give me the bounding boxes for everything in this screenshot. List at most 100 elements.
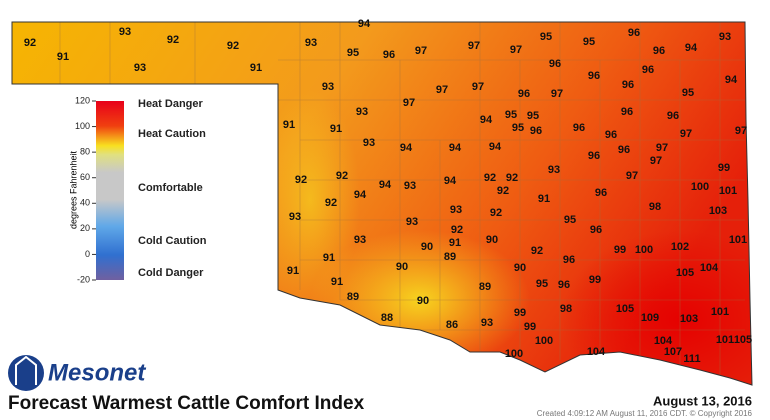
station-value: 91 [250, 62, 262, 74]
station-value: 96 [558, 279, 570, 291]
station-value: 97 [551, 88, 563, 100]
station-value: 91 [323, 252, 335, 264]
forecast-date: August 13, 2016 [653, 393, 752, 408]
station-value: 99 [589, 274, 601, 286]
station-value: 100 [535, 335, 553, 347]
station-value: 96 [628, 27, 640, 39]
station-value: 92 [497, 185, 509, 197]
station-value: 97 [436, 84, 448, 96]
station-value: 92 [325, 197, 337, 209]
station-value: 95 [583, 36, 595, 48]
station-value: 93 [134, 62, 146, 74]
station-value: 101 [729, 234, 747, 246]
station-value: 94 [379, 179, 392, 191]
station-value: 95 [682, 87, 694, 99]
station-value: 98 [649, 201, 661, 213]
station-value: 92 [336, 170, 348, 182]
tick-label: -20 [77, 274, 90, 284]
station-value: 97 [510, 44, 522, 56]
station-value: 96 [549, 58, 561, 70]
station-value: 93 [548, 164, 560, 176]
station-value: 94 [685, 42, 698, 54]
station-value: 97 [656, 142, 668, 154]
station-value: 93 [354, 234, 366, 246]
station-value: 96 [642, 64, 654, 76]
legend-category: Cold Caution [138, 235, 207, 247]
station-value: 97 [472, 81, 484, 93]
station-value: 96 [573, 122, 585, 134]
station-value: 96 [588, 150, 600, 162]
station-value: 99 [718, 162, 730, 174]
station-value: 105 [676, 267, 694, 279]
station-value: 100 [691, 181, 709, 193]
station-value: 102 [671, 241, 689, 253]
station-value: 92 [451, 224, 463, 236]
station-value: 95 [512, 122, 524, 134]
color-bar [96, 101, 124, 280]
station-value: 93 [322, 81, 334, 93]
station-value: 93 [450, 204, 462, 216]
station-value: 99 [514, 307, 526, 319]
station-value: 107 [664, 346, 682, 358]
station-value: 96 [563, 254, 575, 266]
station-value: 93 [481, 317, 493, 329]
station-value: 90 [421, 241, 433, 253]
station-value: 101 [719, 185, 737, 197]
station-value: 94 [358, 18, 371, 30]
station-value: 95 [540, 31, 552, 43]
station-value: 93 [356, 106, 368, 118]
state-outline [11, 21, 753, 386]
station-value: 91 [331, 276, 343, 288]
station-value: 96 [530, 125, 542, 137]
station-value: 99 [524, 321, 536, 333]
station-value: 94 [480, 114, 493, 126]
tick-label: 80 [80, 147, 90, 157]
station-value: 92 [506, 172, 518, 184]
tick-label: 120 [75, 95, 90, 105]
station-value: 93 [719, 31, 731, 43]
legend-category: Comfortable [138, 182, 203, 194]
station-value: 96 [590, 224, 602, 236]
station-value: 101 [716, 334, 734, 346]
legend-axis-label: degrees Fahrenheit [68, 150, 78, 229]
station-value: 94 [400, 142, 413, 154]
station-value: 96 [383, 49, 395, 61]
station-value: 92 [167, 34, 179, 46]
legend-category: Heat Danger [138, 98, 204, 110]
credit: Created 4:09:12 AM August 11, 2016 CDT. … [537, 409, 753, 418]
station-value: 98 [560, 303, 572, 315]
station-value: 92 [484, 172, 496, 184]
logo: Mesonet [8, 355, 146, 391]
station-value: 97 [415, 45, 427, 57]
station-value: 105 [734, 334, 752, 346]
station-value: 96 [667, 110, 679, 122]
station-value: 96 [588, 70, 600, 82]
tick-label: 40 [80, 198, 90, 208]
station-value: 96 [653, 45, 665, 57]
legend-category: Cold Danger [138, 267, 204, 279]
station-value: 91 [538, 193, 550, 205]
station-value: 104 [587, 346, 606, 358]
tick-label: 100 [75, 121, 90, 131]
station-value: 96 [605, 129, 617, 141]
station-value: 95 [347, 47, 359, 59]
station-value: 104 [700, 262, 719, 274]
station-value: 100 [635, 244, 653, 256]
station-value: 101 [711, 306, 729, 318]
station-value: 100 [505, 348, 523, 360]
station-value: 94 [444, 175, 457, 187]
station-value: 89 [347, 291, 359, 303]
station-value: 90 [396, 261, 408, 273]
station-value: 95 [564, 214, 576, 226]
station-value: 93 [404, 180, 416, 192]
station-value: 97 [626, 170, 638, 182]
station-value: 93 [119, 26, 131, 38]
station-value: 88 [381, 312, 393, 324]
station-value: 90 [486, 234, 498, 246]
station-value: 91 [57, 51, 69, 63]
station-value: 111 [683, 353, 700, 365]
station-value: 91 [287, 265, 299, 277]
station-value: 90 [514, 262, 526, 274]
